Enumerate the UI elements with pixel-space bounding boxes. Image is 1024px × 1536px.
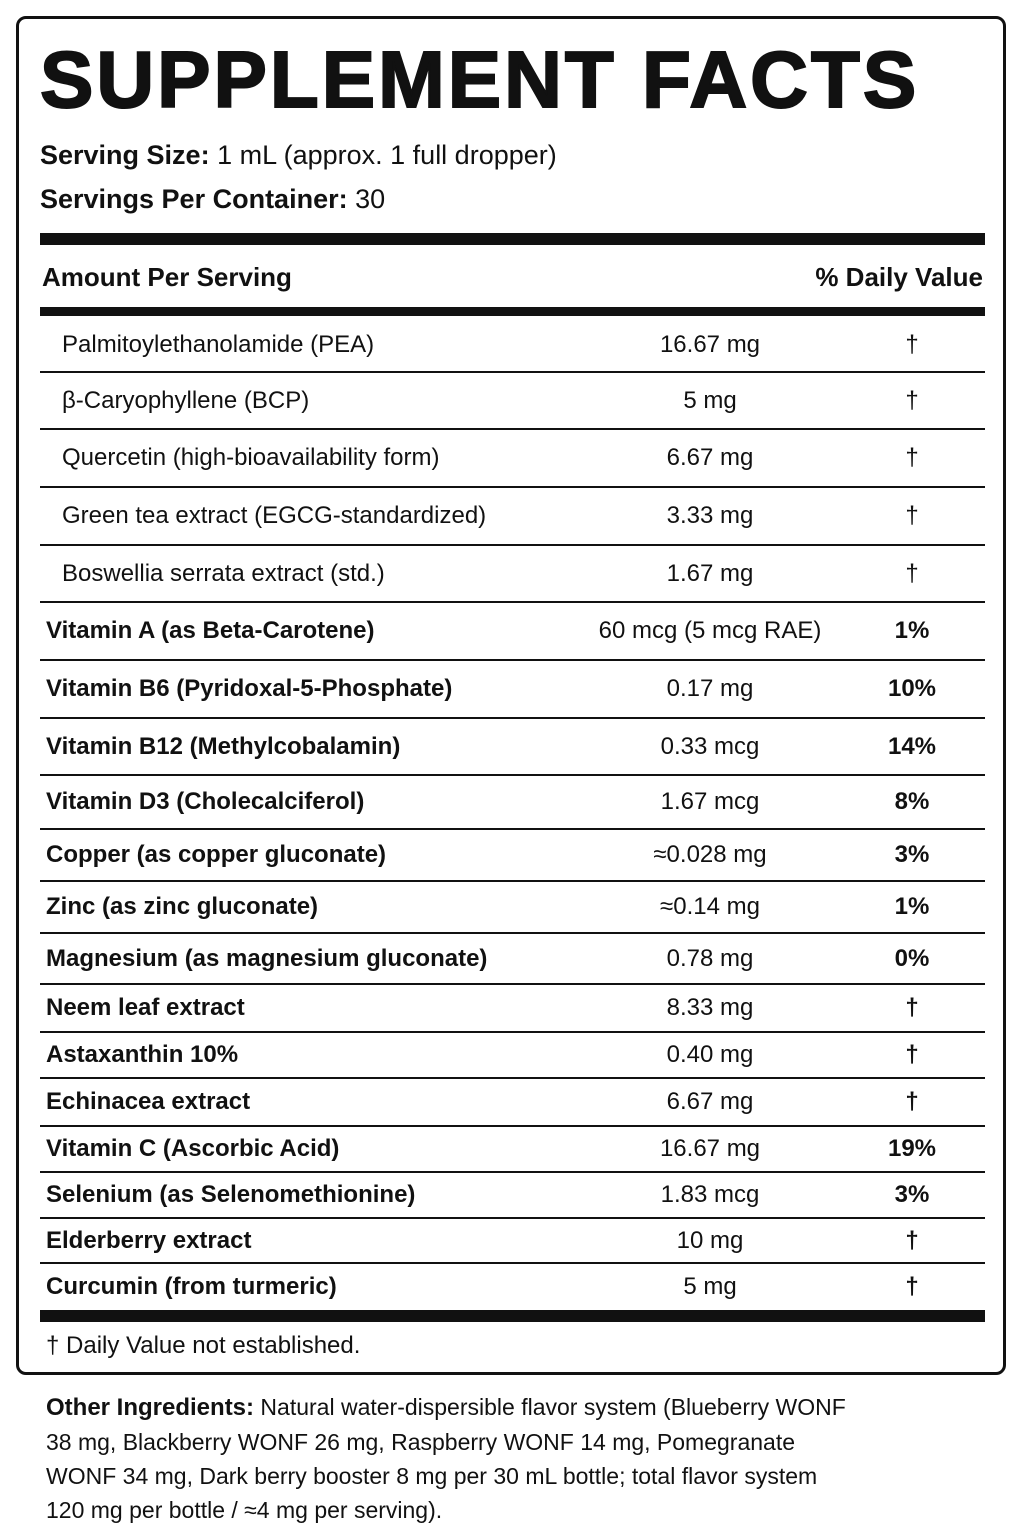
ingredient-name: Quercetin (high-bioavailability form) bbox=[62, 444, 440, 471]
daily-value: 8% bbox=[894, 788, 930, 815]
ingredient-amount: 6.67 mg bbox=[666, 444, 754, 471]
ingredient-amount: 6.67 mg bbox=[666, 1088, 754, 1115]
ingredient-amount: 8.33 mg bbox=[666, 994, 754, 1021]
ingredient-amount: 0.40 mg bbox=[666, 1041, 754, 1068]
ingredient-name: Echinacea extract bbox=[46, 1088, 251, 1115]
daily-value: † bbox=[905, 386, 919, 414]
ingredient-name: Vitamin C (Ascorbic Acid) bbox=[46, 1135, 340, 1162]
ingredient-name: Magnesium (as magnesium gluconate) bbox=[46, 944, 488, 972]
ingredient-amount: 16.67 mg bbox=[659, 1135, 761, 1162]
daily-value: † bbox=[905, 559, 919, 587]
ingredient-name: Vitamin B12 (Methylcobalamin) bbox=[46, 732, 401, 760]
serving-label: Servings Per Container: bbox=[40, 184, 348, 214]
label-box bbox=[16, 16, 1006, 1375]
ingredient-name: Zinc (as zinc gluconate) bbox=[46, 893, 319, 920]
ingredient-name: Curcumin (from turmeric) bbox=[46, 1273, 337, 1300]
ingredient-amount: 1.67 mg bbox=[666, 559, 754, 587]
table-row: Zinc (as zinc gluconate) ≈0.14 mg 1% bbox=[40, 882, 985, 934]
ingredient-amount: 60 mcg (5 mcg RAE) bbox=[598, 617, 822, 644]
table-row: Echinacea extract 6.67 mg † bbox=[40, 1079, 985, 1127]
table-row: Curcumin (from turmeric) 5 mg † bbox=[40, 1264, 985, 1310]
ingredient-amount: 5 mg bbox=[683, 386, 737, 414]
ingredient-name: Copper (as copper gluconate) bbox=[46, 841, 387, 868]
table-row: Green tea extract (EGCG-standardized) 3.3… bbox=[40, 488, 985, 546]
header-daily-value: % Daily Value bbox=[815, 262, 983, 292]
ingredient-amount: 0.33 mcg bbox=[660, 732, 760, 760]
table-row: Copper (as copper gluconate) ≈0.028 mg 3% bbox=[40, 830, 985, 882]
other-text: Natural water-dispersible flavor system … bbox=[46, 1394, 846, 1523]
table-row: Vitamin C (Ascorbic Acid) 16.67 mg 19% bbox=[40, 1127, 985, 1173]
table-row: Magnesium (as magnesium gluconate) 0.78 m… bbox=[40, 934, 985, 985]
ingredient-amount: 16.67 mg bbox=[659, 330, 761, 358]
table-row: Vitamin D3 (Cholecalciferol) 1.67 mcg 8% bbox=[40, 776, 985, 830]
ingredient-name: Elderberry extract bbox=[46, 1226, 252, 1254]
ingredient-name: Vitamin B6 (Pyridoxal-5-Phosphate) bbox=[46, 675, 453, 702]
ingredient-amount: 10 mg bbox=[676, 1226, 744, 1254]
daily-value: 3% bbox=[894, 841, 930, 868]
other-label: Other Ingredients: bbox=[46, 1394, 255, 1421]
daily-value: † bbox=[905, 994, 919, 1021]
ingredient-name: Selenium (as Selenomethionine) bbox=[46, 1181, 416, 1208]
table-row: Astaxanthin 10% 0.40 mg † bbox=[40, 1033, 985, 1079]
serving-value: 1 mL (approx. 1 full dropper) bbox=[217, 140, 557, 170]
daily-value: † bbox=[905, 444, 919, 471]
daily-value: 10% bbox=[887, 675, 937, 702]
serving-label: Serving Size: bbox=[40, 140, 210, 170]
daily-value: 19% bbox=[887, 1135, 937, 1162]
ingredient-amount: 5 mg bbox=[683, 1273, 737, 1300]
ingredient-name: Vitamin D3 (Cholecalciferol) bbox=[46, 788, 365, 815]
daily-value: † bbox=[905, 502, 919, 529]
table-row: Quercetin (high-bioavailability form) 6.6… bbox=[40, 430, 985, 488]
table-row: Boswellia serrata extract (std.) 1.67 mg † bbox=[40, 546, 985, 603]
header-amount: Amount Per Serving bbox=[42, 262, 292, 292]
ingredient-amount: 0.78 mg bbox=[666, 944, 754, 972]
ingredient-amount: 1.83 mcg bbox=[660, 1181, 760, 1208]
daily-value: † bbox=[905, 330, 919, 358]
footnote: † Daily Value not established. bbox=[46, 1332, 361, 1359]
ingredient-name: Green tea extract (EGCG-standardized) bbox=[62, 502, 487, 529]
title: SUPPLEMENT FACTS bbox=[39, 34, 920, 125]
table-row: Vitamin A (as Beta-Carotene) 60 mcg (5 mc… bbox=[40, 603, 985, 661]
daily-value: 1% bbox=[894, 617, 930, 644]
daily-value: † bbox=[905, 1041, 919, 1068]
daily-value: 0% bbox=[894, 944, 930, 972]
ingredient-amount: ≈0.14 mg bbox=[660, 893, 760, 920]
ingredient-name: Astaxanthin 10% bbox=[46, 1041, 239, 1068]
daily-value: 14% bbox=[887, 732, 937, 760]
ingredient-amount: ≈0.028 mg bbox=[653, 841, 767, 868]
daily-value: † bbox=[905, 1226, 919, 1254]
daily-value: † bbox=[905, 1088, 919, 1115]
ingredient-amount: 3.33 mg bbox=[666, 502, 754, 529]
daily-value: 3% bbox=[894, 1181, 930, 1208]
serving-line: Servings Per Container: 30 bbox=[40, 184, 385, 215]
daily-value: 1% bbox=[894, 893, 930, 920]
ingredient-name: Palmitoylethanolamide (PEA) bbox=[62, 330, 375, 358]
table-row: Palmitoylethanolamide (PEA) 16.67 mg † bbox=[40, 318, 985, 373]
ingredient-name: β-Caryophyllene (BCP) bbox=[62, 386, 310, 414]
table-row: Elderberry extract 10 mg † bbox=[40, 1219, 985, 1264]
ingredient-name: Boswellia serrata extract (std.) bbox=[62, 559, 385, 587]
table-row: Selenium (as Selenomethionine) 1.83 mcg 3% bbox=[40, 1173, 985, 1219]
ingredient-amount: 1.67 mcg bbox=[660, 788, 760, 815]
ingredient-name: Vitamin A (as Beta-Carotene) bbox=[46, 617, 375, 644]
serving-line: Serving Size: 1 mL (approx. 1 full dropp… bbox=[40, 140, 557, 171]
daily-value: † bbox=[905, 1273, 919, 1300]
ingredient-name: Neem leaf extract bbox=[46, 994, 245, 1021]
table-row: Vitamin B6 (Pyridoxal-5-Phosphate) 0.17 m… bbox=[40, 661, 985, 719]
thick-rule bbox=[40, 1310, 985, 1322]
other-ingredients: Other Ingredients: Natural water-dispers… bbox=[46, 1390, 846, 1527]
table-row: Neem leaf extract 8.33 mg † bbox=[40, 985, 985, 1033]
ingredient-amount: 0.17 mg bbox=[666, 675, 754, 702]
serving-value: 30 bbox=[355, 184, 386, 214]
table-row: β-Caryophyllene (BCP) 5 mg † bbox=[40, 373, 985, 430]
thick-rule bbox=[40, 233, 985, 245]
table-row: Vitamin B12 (Methylcobalamin) 0.33 mcg 14% bbox=[40, 719, 985, 776]
thick-rule bbox=[40, 307, 985, 316]
